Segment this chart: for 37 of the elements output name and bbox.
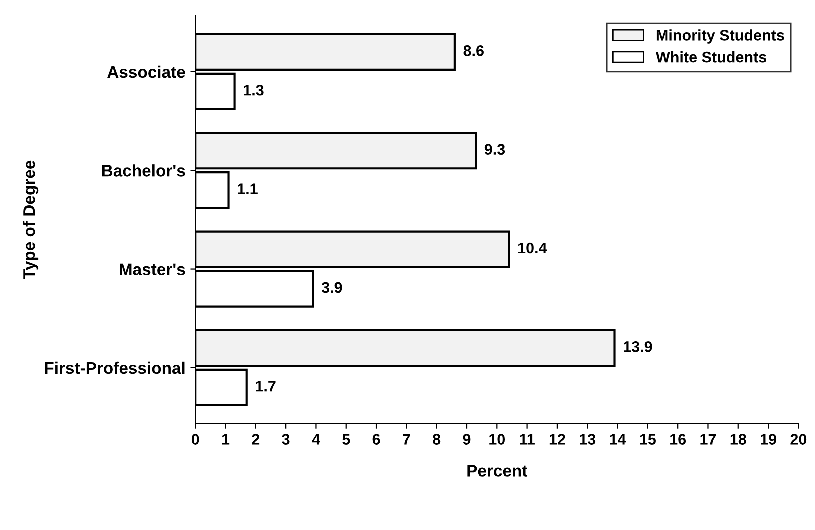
x-tick-label: 9 (463, 434, 471, 445)
x-tick-label: 5 (342, 434, 350, 445)
x-tick-label: 6 (372, 434, 380, 445)
x-tick-label: 18 (730, 434, 746, 445)
y-tick-label: First-Professional (45, 362, 185, 374)
data-label: 13.9 (624, 342, 652, 352)
y-tick-label: Bachelor's (102, 164, 186, 177)
x-tick-label: 10 (490, 434, 506, 445)
y-tick-label: Associate (108, 66, 186, 78)
x-tick-label: 7 (403, 434, 410, 445)
x-tick-label: 2 (252, 434, 260, 445)
x-tick-label: 17 (700, 434, 716, 445)
data-label: 9.3 (484, 144, 506, 156)
data-label: 3.9 (322, 282, 342, 294)
x-tick-label: 15 (640, 434, 656, 445)
x-tick-label: 3 (282, 434, 290, 445)
x-tick-label: 19 (761, 434, 776, 445)
x-tick-label: 14 (610, 434, 626, 445)
data-label: 1.7 (256, 381, 276, 392)
x-tick-label: 16 (670, 434, 686, 445)
data-label: 1.1 (238, 184, 258, 194)
data-label: 1.3 (244, 84, 264, 96)
x-tick-label: 11 (520, 434, 535, 445)
data-label: 10.4 (518, 242, 548, 254)
x-tick-label: 8 (433, 434, 441, 445)
legend-label: Minority Students (656, 30, 784, 44)
x-tick-label: 1 (222, 434, 230, 445)
x-tick-label: 4 (312, 434, 320, 445)
x-tick-label: 0 (192, 434, 200, 445)
data-label: 8.6 (464, 45, 484, 56)
y-axis-title: Type of Degree (23, 160, 39, 280)
x-tick-label: 20 (790, 434, 807, 445)
legend-label: White Students (656, 52, 767, 63)
x-axis-title: Percent (468, 465, 528, 477)
y-tick-label: Master's (120, 264, 186, 276)
x-tick-label: 12 (550, 434, 566, 445)
x-tick-label: 13 (580, 434, 596, 445)
